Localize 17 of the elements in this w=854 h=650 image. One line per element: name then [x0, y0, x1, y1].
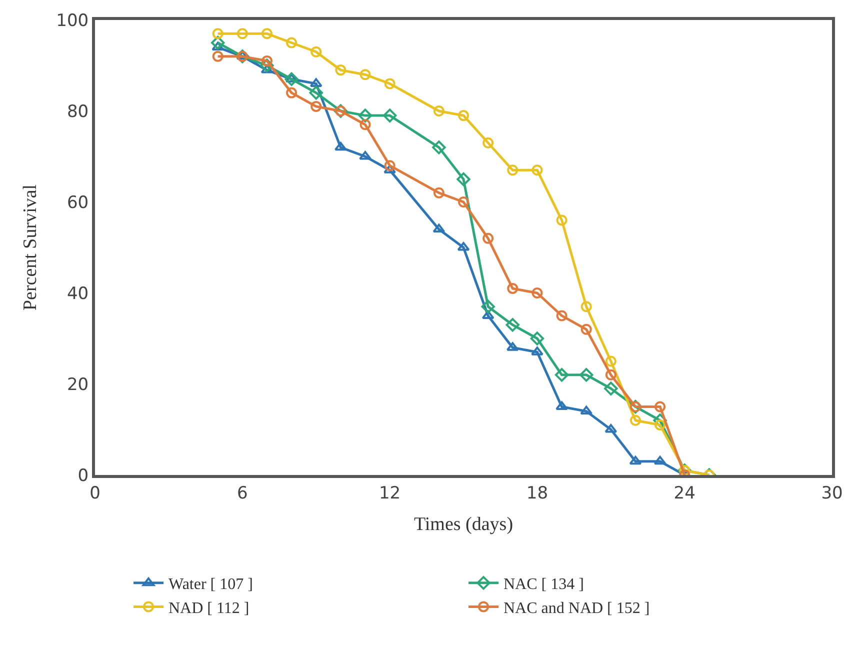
legend-label: NAC [ 134 ] [504, 576, 584, 594]
x-tick-label: 18 [526, 483, 548, 504]
legend-label: NAC and NAD [ 152 ] [504, 600, 650, 617]
x-tick-label: 12 [378, 483, 401, 504]
y-tick-label: 0 [78, 466, 89, 486]
x-tick-label: 6 [236, 483, 248, 504]
legend-label: Water [ 107 ] [168, 576, 253, 594]
y-tick-label: 100 [56, 10, 89, 31]
y-tick-label: 40 [66, 284, 89, 304]
x-axis-title: Times (days) [414, 514, 514, 536]
y-tick-label: 80 [66, 102, 89, 122]
x-tick-label: 30 [821, 483, 843, 504]
legend-label: NAD [ 112 ] [168, 600, 250, 617]
y-tick-label: 60 [66, 192, 89, 213]
y-axis-title: Percent Survival [20, 184, 41, 311]
x-tick-label: 24 [674, 483, 696, 504]
y-tick-label: 20 [66, 374, 89, 395]
